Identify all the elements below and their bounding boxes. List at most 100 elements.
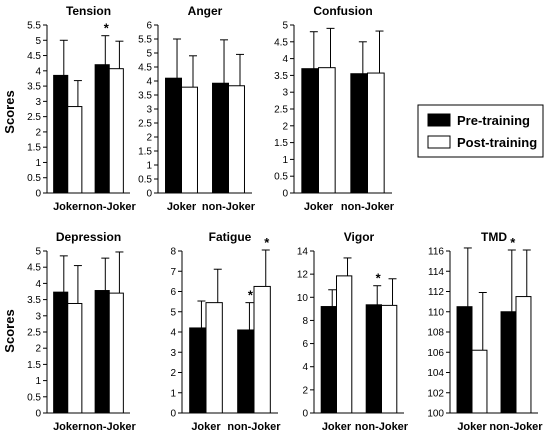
panel-depression: Depression 0 0.5 1 1.5 2 2.5 3 3.5 4 4.5 5 Joker non-…: [27, 230, 136, 433]
bar-pre: [320, 306, 338, 414]
legend-label-post: Post-training: [457, 135, 537, 150]
x-category-label: non-Joker: [202, 201, 256, 213]
y-tick-label: 2: [170, 368, 176, 379]
x-category-label: Joker: [167, 201, 197, 213]
y-tick-label: 2: [302, 385, 308, 396]
y-tick-label: 4: [302, 362, 308, 373]
y-tick-label: 4.5: [274, 37, 288, 48]
y-tick-label: 0: [35, 409, 41, 420]
panel-title: TMD: [481, 230, 507, 244]
y-tick-label: 8: [302, 316, 308, 327]
y-tick-label: 2.5: [274, 105, 288, 116]
y-tick-label: 2.5: [27, 328, 41, 339]
y-tick-label: 5: [146, 49, 152, 60]
significance-marker: *: [104, 21, 110, 36]
significance-marker: *: [264, 235, 270, 250]
panel-anger: Anger 0 0.5 1 1.5 2 2.5 3 3.5 4 4.5 5 5.5 6 Joker non-J…: [138, 4, 256, 213]
panel-title: Depression: [56, 230, 121, 244]
y-tick-label: 0: [35, 189, 41, 200]
y-tick-label: 1: [35, 376, 41, 387]
x-category-label: non-Joker: [83, 201, 137, 213]
y-tick-label: 5: [170, 307, 176, 318]
bar-pre: [500, 311, 517, 414]
y-tick-label: 0.5: [27, 173, 41, 184]
legend: Pre-training Post-training: [417, 104, 544, 158]
panel-title: Fatigue: [209, 230, 252, 244]
panel-tension: Tension 0 0.5 1 1.5 2 2.5 3 3.5 4 4.5 5 5.5 Joker * non…: [27, 4, 136, 213]
y-tick-label: 3: [282, 88, 288, 99]
y-tick-label: 106: [427, 348, 444, 359]
bar-post: [367, 72, 385, 194]
y-tick-label: 3: [146, 105, 152, 116]
y-tick-label: 5: [35, 36, 41, 47]
panel-fatigue: Fatigue 0 1 2 3 4 5 6 7 8 Joker * * non-Joker: [170, 230, 281, 433]
legend-swatch-pre: [427, 113, 451, 127]
y-tick-label: 4: [282, 54, 288, 65]
panel-title: Tension: [66, 4, 111, 18]
bar-post: [228, 85, 245, 194]
bar-pre: [94, 290, 110, 414]
y-tick-label: 114: [428, 267, 444, 278]
bar-pre: [212, 82, 230, 194]
y-tick-label: 110: [428, 307, 444, 318]
y-tick-label: 0: [302, 409, 308, 420]
y-tick-label: 2: [282, 121, 288, 132]
x-category-label: Joker: [304, 201, 334, 213]
y-tick-label: 2.5: [27, 112, 41, 123]
significance-marker: *: [248, 288, 254, 303]
y-tick-label: 6: [170, 287, 176, 298]
bar-post: [318, 67, 336, 194]
y-tick-label: 5.5: [138, 35, 152, 46]
y-tick-label: 1.5: [274, 138, 288, 149]
panel-confusion: Confusion 0 0.5 1 1.5 2 2.5 3 3.5 4 4.5 5 Joker non-J…: [274, 4, 395, 213]
panel-title: Vigor: [344, 230, 375, 244]
y-tick-label: 3: [170, 348, 176, 359]
panel-title: Anger: [188, 4, 223, 18]
panel-tmd: TMD 100 102 104 106 108 110 112 114 116 Joker * non-…: [427, 230, 543, 433]
y-tick-label: 2: [146, 133, 152, 144]
y-tick-label: 4.5: [27, 51, 41, 62]
y-tick-label: 5: [35, 247, 41, 258]
bar-pre: [53, 291, 69, 414]
y-tick-label: 4: [170, 328, 176, 339]
y-tick-label: 1: [170, 388, 176, 399]
bar-pre: [365, 304, 383, 414]
legend-label-pre: Pre-training: [457, 113, 530, 128]
x-category-label: Joker: [53, 421, 83, 433]
bar-pre: [301, 68, 319, 194]
legend-swatch-post: [427, 135, 451, 149]
bar-post: [381, 304, 398, 414]
bar-post: [253, 285, 271, 414]
x-category-label: Joker: [191, 421, 221, 433]
panel-title: Confusion: [313, 4, 372, 18]
y-axis-label-top: Scores: [2, 90, 17, 133]
y-tick-label: 14: [297, 247, 309, 258]
y-tick-label: 3.5: [274, 71, 288, 82]
bar-pre: [189, 327, 207, 414]
bar-post: [205, 302, 223, 414]
y-tick-label: 2.5: [138, 119, 152, 130]
y-tick-label: 2: [35, 127, 41, 138]
y-tick-label: 3.5: [138, 91, 152, 102]
x-category-label: Joker: [457, 421, 487, 433]
y-tick-label: 5.5: [27, 21, 41, 32]
y-tick-label: 6: [302, 339, 308, 350]
y-tick-label: 1.5: [27, 143, 41, 154]
bar-pre: [237, 329, 255, 414]
bar-post: [67, 302, 83, 414]
y-tick-label: 1.5: [27, 360, 41, 371]
y-tick-label: 1: [282, 155, 288, 166]
y-tick-label: 5: [282, 21, 288, 32]
x-category-label: non-Joker: [227, 421, 281, 433]
y-tick-label: 10: [297, 293, 309, 304]
x-category-label: non-Joker: [341, 201, 395, 213]
bar-post: [108, 292, 124, 414]
y-tick-label: 0: [146, 189, 152, 200]
bar-post: [471, 349, 488, 414]
y-tick-label: 12: [297, 270, 309, 281]
y-tick-label: 116: [428, 247, 444, 258]
y-tick-label: 0.5: [27, 392, 41, 403]
x-category-label: non-Joker: [489, 421, 543, 433]
y-tick-label: 4: [35, 66, 41, 77]
